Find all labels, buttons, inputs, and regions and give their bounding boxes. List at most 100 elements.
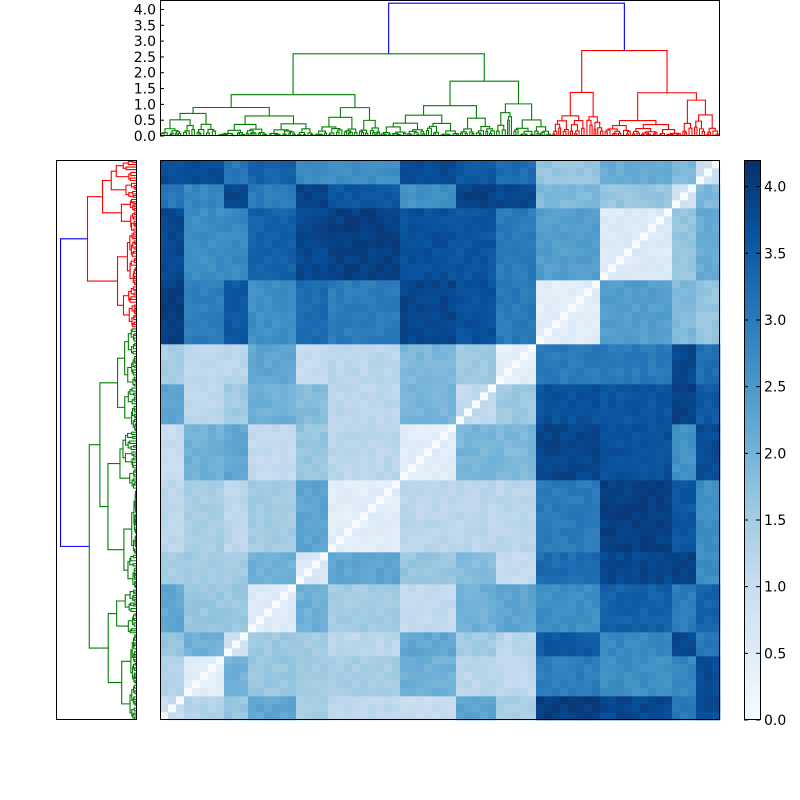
heatmap-cell [176,496,185,505]
heatmap-cell [336,712,345,721]
heatmap-cell [216,616,225,625]
left-dendrogram-link [131,431,136,436]
heatmap-cell [696,264,705,273]
heatmap-cell [424,432,433,441]
heatmap-cell [416,504,425,513]
heatmap-cell [712,640,721,649]
heatmap-cell [184,672,193,681]
heatmap-cell [400,240,409,249]
left-dendrogram-link [130,296,136,300]
heatmap-cell [376,224,385,233]
heatmap-cell [656,696,665,705]
heatmap-cell [312,528,321,537]
heatmap-cell [440,240,449,249]
heatmap-cell [408,240,417,249]
heatmap-cell [440,400,449,409]
heatmap-cell [584,208,593,217]
heatmap-cell [160,328,169,337]
heatmap-cell [624,648,633,657]
heatmap-cell [624,464,633,473]
heatmap-cell [392,320,401,329]
heatmap-cell [160,472,169,481]
heatmap-cell [704,344,713,353]
heatmap-cell [640,528,649,537]
heatmap-cell [208,424,217,433]
heatmap-cell [312,272,321,281]
heatmap-cell [544,568,553,577]
heatmap-cell [528,536,537,545]
heatmap-cell [352,712,361,721]
heatmap-cell [656,560,665,569]
heatmap-cell [600,400,609,409]
heatmap-cell [488,520,497,529]
heatmap-cell [280,400,289,409]
heatmap-cell [320,456,329,465]
heatmap-cell [184,552,193,561]
heatmap-cell [608,640,617,649]
heatmap-cell [488,640,497,649]
heatmap-cell [688,416,697,425]
heatmap-cell [336,568,345,577]
heatmap-cell [184,352,193,361]
heatmap-cell [600,272,609,281]
heatmap-cell [616,272,625,281]
heatmap-cell [568,456,577,465]
heatmap-cell [352,368,361,377]
heatmap-cell [624,384,633,393]
heatmap-cell [496,304,505,313]
heatmap-cell [376,288,385,297]
heatmap-cell [504,368,513,377]
heatmap-cell [712,224,721,233]
heatmap-cell [280,392,289,401]
heatmap-cell [400,680,409,689]
heatmap-cell [504,288,513,297]
top-dendrogram-link [360,131,365,136]
heatmap-cell [272,272,281,281]
heatmap-cell [200,224,209,233]
heatmap-cell [592,248,601,257]
heatmap-cell [616,680,625,689]
heatmap-cell [392,576,401,585]
heatmap-cell [448,472,457,481]
heatmap-cell [672,528,681,537]
heatmap-cell [280,600,289,609]
heatmap-cell [576,320,585,329]
heatmap-cell [504,280,513,289]
heatmap-cell [688,368,697,377]
heatmap-cell [168,336,177,345]
heatmap-cell [600,416,609,425]
left-dendrogram-link [134,584,137,589]
heatmap-cell [544,224,553,233]
heatmap-cell [664,600,673,609]
heatmap-cell [200,336,209,345]
heatmap-cell [352,416,361,425]
heatmap-cell [408,680,417,689]
heatmap-cell [480,712,489,721]
heatmap-cell [248,392,257,401]
heatmap-cell [272,296,281,305]
heatmap-cell [504,408,513,417]
heatmap-cell [240,472,249,481]
heatmap-cell [648,408,657,417]
heatmap-cell [392,608,401,617]
heatmap-cell [448,688,457,697]
heatmap-cell [704,360,713,369]
heatmap-cell [288,256,297,265]
heatmap-cell [264,512,273,521]
heatmap-cell [296,336,305,345]
heatmap-cell [256,656,265,665]
heatmap-cell [296,408,305,417]
heatmap-cell [504,424,513,433]
left-dendrogram-link [133,383,136,387]
heatmap-cell [176,400,185,409]
heatmap-cell [688,640,697,649]
heatmap-cell [568,576,577,585]
heatmap-cell [696,552,705,561]
heatmap-cell [336,256,345,265]
heatmap-cell [360,440,369,449]
heatmap-cell [160,416,169,425]
heatmap-cell [432,520,441,529]
heatmap-cell [328,368,337,377]
heatmap-cell [288,496,297,505]
heatmap-cell [488,648,497,657]
